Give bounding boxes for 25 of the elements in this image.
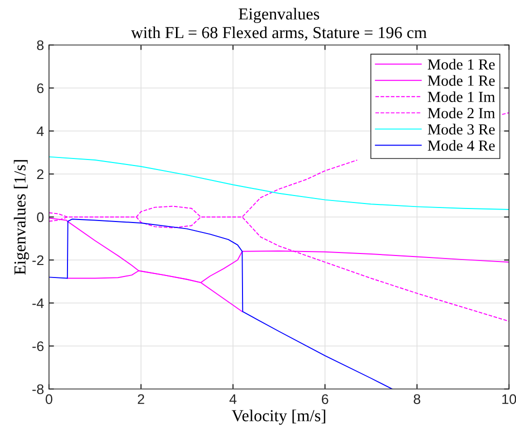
x-tick-label: 4 — [229, 394, 236, 404]
legend-label: Mode 4 Re — [428, 140, 495, 151]
x-tick-label: 8 — [414, 394, 420, 404]
legend-label: Mode 2 Im — [428, 108, 496, 118]
x-tick-label: 10 — [502, 394, 516, 404]
y-tick-label: 8 — [37, 40, 44, 50]
y-tick-label: 6 — [37, 83, 44, 94]
chart-title: Eigenvalues — [238, 8, 320, 24]
y-tick-label: 2 — [37, 169, 44, 180]
y-tick-label: 0 — [36, 212, 44, 222]
y-axis-title: Eigenvalues [1/s] — [14, 160, 30, 275]
y-tick-label: -4 — [32, 298, 44, 308]
legend-label: Mode 1 Im — [428, 91, 496, 102]
x-tick-label: 0 — [46, 394, 52, 404]
y-tick-label: -2 — [32, 255, 44, 266]
legend-label: Mode 1 Re — [428, 75, 495, 86]
x-axis-title: Velocity [m/s] — [232, 410, 326, 425]
y-tick-label: -6 — [32, 341, 44, 352]
legend-label: Mode 3 Re — [428, 124, 495, 135]
chart-subtitle: with FL = 68 Flexed arms, Stature = 196 cm — [131, 26, 427, 41]
x-tick-label: 6 — [322, 394, 328, 404]
legend-label: Mode 1 Re — [428, 58, 495, 70]
y-tick-label: 4 — [36, 126, 44, 136]
y-tick-label: -8 — [32, 384, 44, 394]
x-tick-label: 2 — [138, 394, 144, 404]
